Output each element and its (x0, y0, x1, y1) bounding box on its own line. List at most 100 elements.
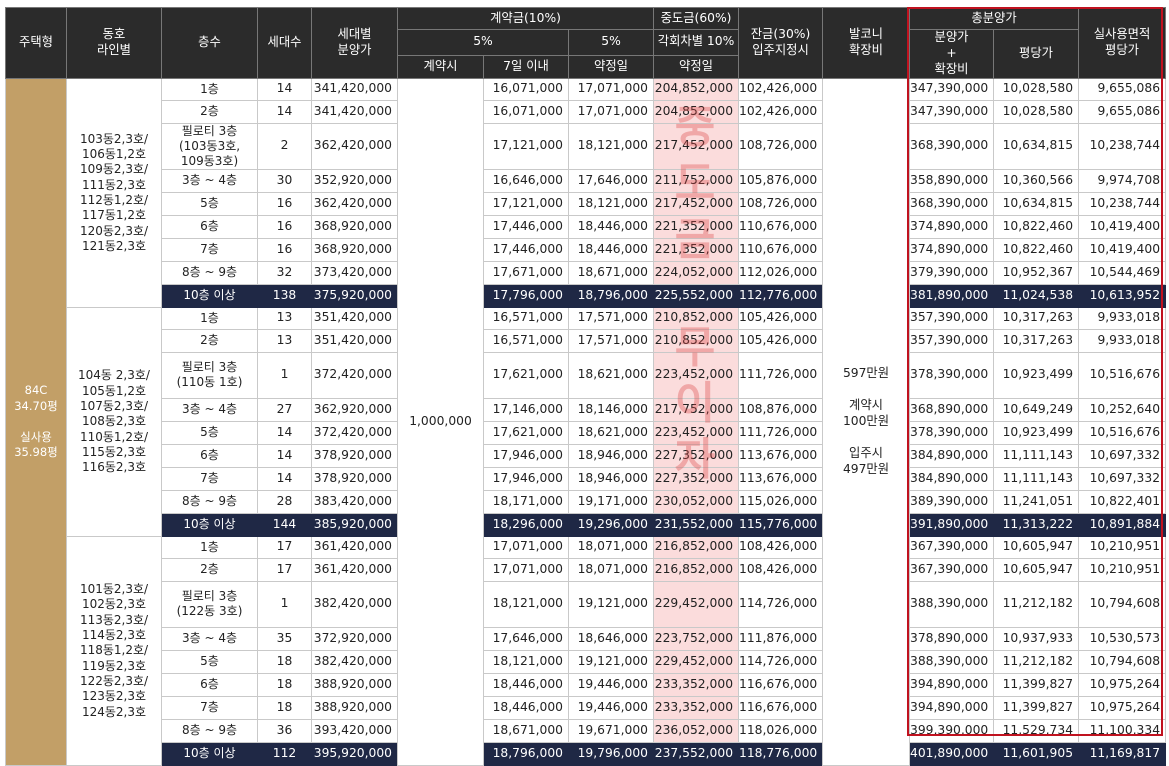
total-price-cell: 378,390,000 (909, 420, 995, 445)
contract-date-cell: 18,796,000 (567, 283, 655, 308)
floor-cell: 필로티 3층 (122동 3호) (161, 580, 258, 628)
contract-7days-cell: 18,446,000 (483, 695, 569, 720)
total-price-cell: 357,390,000 (909, 328, 995, 353)
middle-payment-cell: 223,452,000 (653, 420, 740, 445)
price-cell: 372,420,000 (311, 351, 398, 399)
contract-7days-cell: 17,671,000 (483, 260, 569, 285)
real-area-price-cell: 10,544,469 (1078, 260, 1167, 285)
middle-payment-cell: 216,852,000 (653, 557, 740, 582)
header-middle: 중도금(60%) (653, 7, 740, 30)
balance-cell: 112,776,000 (738, 283, 824, 308)
price-cell: 352,920,000 (311, 168, 398, 193)
middle-payment-cell: 231,552,000 (653, 512, 740, 537)
contract-date-cell: 18,446,000 (567, 237, 655, 262)
middle-payment-cell: 216,852,000 (653, 535, 740, 559)
contract-date-cell: 19,446,000 (567, 695, 655, 720)
floor-cell: 3층 ~ 4층 (161, 397, 258, 422)
price-cell: 375,920,000 (311, 283, 398, 308)
total-price-cell: 394,890,000 (909, 695, 995, 720)
price-per-pyeong-cell: 10,028,580 (993, 99, 1080, 124)
total-price-cell: 394,890,000 (909, 672, 995, 697)
table-summary-row: 10층 이상 138 375,920,000 17,796,000 18,796,000… (6, 283, 1167, 308)
table-row: 필로티 3층 (122동 3호) 1 382,420,000 18,121,000 19… (6, 580, 1167, 628)
units-cell: 14 (257, 466, 312, 491)
middle-payment-cell: 217,452,000 (653, 122, 740, 170)
units-cell: 16 (257, 191, 312, 216)
middle-payment-cell: 236,052,000 (653, 718, 740, 743)
contract-date-cell: 19,121,000 (567, 580, 655, 628)
total-price-cell: 388,390,000 (909, 649, 995, 674)
middle-payment-cell: 227,352,000 (653, 443, 740, 468)
units-cell: 16 (257, 237, 312, 262)
total-price-cell: 401,890,000 (909, 741, 995, 766)
balance-cell: 111,726,000 (738, 420, 824, 445)
floor-cell: 필로티 3층 (110동 1호) (161, 351, 258, 399)
units-cell: 2 (257, 122, 312, 170)
total-price-cell: 368,390,000 (909, 122, 995, 170)
middle-payment-cell: 217,452,000 (653, 191, 740, 216)
contract-date-cell: 19,121,000 (567, 649, 655, 674)
total-price-cell: 388,390,000 (909, 580, 995, 628)
table-row: 7층 14 378,920,000 17,946,000 18,946,000 227,3… (6, 466, 1167, 491)
balance-cell: 108,426,000 (738, 535, 824, 559)
units-cell: 14 (257, 99, 312, 124)
floor-cell: 6층 (161, 672, 258, 697)
price-per-pyeong-cell: 10,360,566 (993, 168, 1080, 193)
price-per-pyeong-cell: 11,241,051 (993, 489, 1080, 514)
contract-date-cell: 18,946,000 (567, 443, 655, 468)
middle-payment-cell: 224,052,000 (653, 260, 740, 285)
real-area-price-cell: 10,697,332 (1078, 443, 1167, 468)
real-area-price-cell: 9,974,708 (1078, 168, 1167, 193)
balance-cell: 113,676,000 (738, 466, 824, 491)
header-total-price: 분양가 + 확장비 (909, 29, 995, 79)
real-area-price-cell: 9,655,086 (1078, 77, 1167, 101)
table-row: 7층 16 368,920,000 17,446,000 18,446,000 221,3… (6, 237, 1167, 262)
price-per-pyeong-cell: 10,634,815 (993, 191, 1080, 216)
real-area-price-cell: 10,419,400 (1078, 237, 1167, 262)
balance-cell: 118,776,000 (738, 741, 824, 766)
balance-cell: 113,676,000 (738, 443, 824, 468)
total-price-cell: 367,390,000 (909, 535, 995, 559)
contract-7days-cell: 16,646,000 (483, 168, 569, 193)
contract-7days-cell: 18,296,000 (483, 512, 569, 537)
total-price-cell: 374,890,000 (909, 237, 995, 262)
floor-cell: 3층 ~ 4층 (161, 626, 258, 651)
table-row: 6층 14 378,920,000 17,946,000 18,946,000 227,3… (6, 443, 1167, 468)
total-price-cell: 389,390,000 (909, 489, 995, 514)
floor-cell: 6층 (161, 214, 258, 239)
balance-cell: 116,676,000 (738, 695, 824, 720)
contract-7days-cell: 18,121,000 (483, 649, 569, 674)
balance-cell: 115,026,000 (738, 489, 824, 514)
price-cell: 351,420,000 (311, 306, 398, 330)
header-diff: 각회차별 10% (653, 29, 740, 56)
real-area-price-cell: 9,655,086 (1078, 99, 1167, 124)
floor-cell: 2층 (161, 328, 258, 353)
table-header: 주택형 동호 라인별 층수 세대수 세대별 분양가 계약금(10%) 중도금(6… (5, 7, 1167, 79)
real-area-price-cell: 10,975,264 (1078, 672, 1167, 697)
table-row: 7층 18 388,920,000 18,446,000 19,446,000 233,3… (6, 695, 1167, 720)
balance-cell: 118,026,000 (738, 718, 824, 743)
middle-payment-cell: 229,452,000 (653, 649, 740, 674)
middle-payment-cell: 223,452,000 (653, 351, 740, 399)
balance-cell: 111,876,000 (738, 626, 824, 651)
line-group-cell: 103동2,3호/ 106동1,2호 109동2,3호/ 111동2,3호 11… (66, 77, 162, 308)
middle-payment-cell: 227,352,000 (653, 466, 740, 491)
contract-date-cell: 18,621,000 (567, 351, 655, 399)
middle-payment-cell: 210,852,000 (653, 328, 740, 353)
price-cell: 385,920,000 (311, 512, 398, 537)
units-cell: 17 (257, 535, 312, 559)
contract-7days-cell: 17,946,000 (483, 443, 569, 468)
price-per-pyeong-cell: 10,649,249 (993, 397, 1080, 422)
contract-date-cell: 17,571,000 (567, 306, 655, 330)
units-cell: 14 (257, 420, 312, 445)
floor-cell: 1층 (161, 306, 258, 330)
price-cell: 372,420,000 (311, 420, 398, 445)
contract-7days-cell: 17,946,000 (483, 466, 569, 491)
price-cell: 388,920,000 (311, 672, 398, 697)
price-per-pyeong-cell: 10,605,947 (993, 557, 1080, 582)
header-ppyeong: 평당가 (993, 29, 1080, 79)
real-area-price-cell: 9,933,018 (1078, 328, 1167, 353)
real-area-price-cell: 10,822,401 (1078, 489, 1167, 514)
price-per-pyeong-cell: 11,111,143 (993, 466, 1080, 491)
contract-7days-cell: 18,671,000 (483, 718, 569, 743)
